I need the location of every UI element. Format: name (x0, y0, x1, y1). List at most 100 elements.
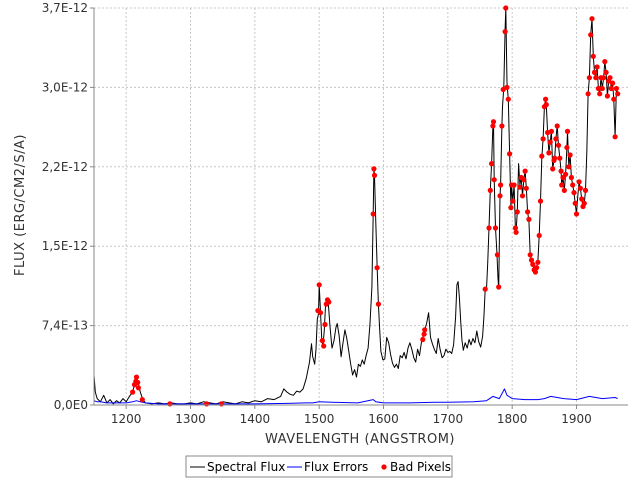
bad-pixels-point (139, 397, 145, 403)
bad-pixels-point (577, 185, 584, 191)
bad-pixels-point (601, 75, 607, 81)
bad-pixels-point (421, 331, 427, 337)
bad-pixels-point (595, 85, 602, 92)
bad-pixels-point (490, 123, 496, 129)
bad-pixels-point (513, 229, 519, 235)
y-tick-label: 3,7E-12 (42, 1, 88, 15)
bad-pixels-point (586, 75, 593, 81)
x-tick-label: 1500 (304, 412, 335, 426)
bad-pixels-point (420, 336, 426, 343)
bad-pixels-point (594, 64, 600, 70)
bad-pixels-point (502, 29, 508, 35)
bad-pixels-point (610, 80, 616, 86)
bad-pixels-point (602, 59, 608, 65)
bad-pixels-point (503, 5, 509, 11)
bad-pixels-point (566, 164, 572, 170)
bad-pixels-point (494, 252, 500, 258)
bad-pixels-point (487, 187, 493, 193)
bad-pixels-point (326, 299, 332, 305)
bad-pixels-point (512, 225, 519, 231)
bad-pixels-point (568, 174, 575, 181)
bad-pixels-point (133, 374, 140, 380)
bad-pixels-point (534, 265, 540, 271)
x-tick-label: 1400 (240, 412, 271, 426)
bad-pixels-point (218, 401, 224, 407)
bad-pixels-point (611, 96, 617, 102)
bad-pixels-point (321, 343, 327, 349)
bad-pixels-point (530, 261, 536, 267)
bad-pixels-point (603, 69, 609, 75)
bad-pixels-point (543, 96, 549, 102)
bad-pixels-point (571, 190, 577, 196)
bad-pixels-point (613, 85, 620, 92)
bad-pixels-point (511, 182, 517, 188)
bad-pixels-point (375, 301, 381, 307)
bad-pixels-point (508, 205, 514, 211)
x-tick-label: 1200 (111, 412, 142, 426)
legend-label-spectral-flux: Spectral Flux (207, 460, 285, 474)
bad-pixels-point (514, 209, 520, 215)
bad-pixels-point (567, 152, 573, 158)
bad-pixels-point (553, 136, 559, 142)
bad-pixels-point (486, 225, 492, 231)
bad-pixels-point (548, 128, 555, 134)
x-axis-title: WAVELENGTH (ANGSTROM) (265, 432, 455, 447)
bad-pixels-point (546, 150, 552, 156)
bad-pixels-point (317, 310, 324, 316)
bad-pixels-point (581, 200, 587, 206)
bad-pixels-point (525, 209, 531, 215)
bad-pixels-point (521, 177, 527, 183)
bad-pixels-point (570, 182, 576, 188)
bad-pixels-point (504, 84, 510, 90)
bad-pixels-point (507, 151, 513, 157)
bad-pixels-point (497, 193, 503, 199)
x-tick-label: 1300 (175, 412, 206, 426)
bad-pixels-point (522, 168, 528, 174)
bad-pixels-point (499, 123, 505, 129)
x-tick-label: 1700 (433, 412, 464, 426)
bad-pixels-point (482, 286, 488, 292)
bad-pixels-point (607, 75, 613, 81)
bad-pixels-point (561, 187, 567, 193)
axes: 1200 1300 1400 1500 1600 1700 1800 1900 0,0E0 7,4… (42, 1, 628, 426)
bad-pixels-point (135, 385, 141, 391)
bad-pixels-point (500, 86, 506, 93)
y-tick-label: 1,5E-12 (42, 239, 88, 253)
bad-pixels-point (526, 216, 532, 222)
bad-pixels-point (536, 232, 542, 239)
bad-pixels-point (535, 259, 541, 265)
bad-pixels-point (422, 327, 428, 333)
bad-pixels-point (597, 91, 603, 97)
bad-pixels-point (370, 211, 376, 217)
bad-pixels-point (604, 93, 611, 99)
bad-pixels-point (573, 211, 580, 217)
bad-pixels-point (130, 389, 136, 395)
bad-pixels-point (491, 177, 497, 183)
bad-pixels-point (539, 153, 545, 159)
bad-pixels-point (582, 187, 589, 193)
y-tick-label: 7,4E-13 (42, 319, 88, 333)
bad-pixels-point (550, 166, 556, 172)
y-tick-label: 2,2E-12 (42, 160, 88, 174)
bad-pixels-point (588, 32, 594, 38)
bad-pixels-point (510, 198, 516, 204)
bad-pixels-point (167, 401, 173, 407)
bad-pixels-point (564, 144, 570, 151)
bad-pixels-point (576, 179, 582, 185)
bad-pixels-point (554, 123, 560, 129)
bad-pixels-point (555, 142, 562, 148)
bad-pixels-point (496, 284, 502, 290)
x-tick-label: 1600 (368, 412, 399, 426)
bad-pixels-point (563, 171, 569, 177)
x-tick-label: 1900 (561, 412, 592, 426)
bad-pixels-point (589, 16, 595, 22)
y-tick-label: 3,0E-12 (42, 80, 88, 94)
legend-box (185, 455, 453, 478)
flux-errors-line (94, 388, 618, 405)
bad-pixels-point (552, 155, 558, 161)
bad-pixels-point (371, 172, 378, 178)
bad-pixels-point (591, 69, 598, 75)
bad-pixels-point (557, 155, 563, 161)
bad-pixels-point (579, 196, 585, 202)
y-axis-title: FLUX (ERG/CM2/S/A) (13, 134, 28, 276)
